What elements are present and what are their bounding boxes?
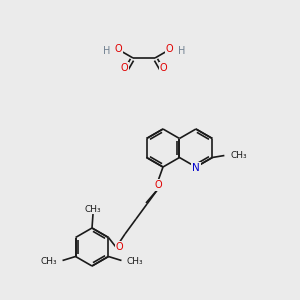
Text: O: O <box>154 180 162 190</box>
Text: CH₃: CH₃ <box>127 257 143 266</box>
Text: CH₃: CH₃ <box>41 257 58 266</box>
Text: H: H <box>178 46 185 56</box>
Text: O: O <box>121 63 128 73</box>
Text: H: H <box>103 46 110 56</box>
Text: CH₃: CH₃ <box>85 205 101 214</box>
Text: CH₃: CH₃ <box>230 151 247 160</box>
Text: O: O <box>166 44 173 55</box>
Text: O: O <box>115 44 122 55</box>
Text: O: O <box>160 63 167 73</box>
Text: N: N <box>192 163 200 173</box>
Text: O: O <box>115 242 123 252</box>
